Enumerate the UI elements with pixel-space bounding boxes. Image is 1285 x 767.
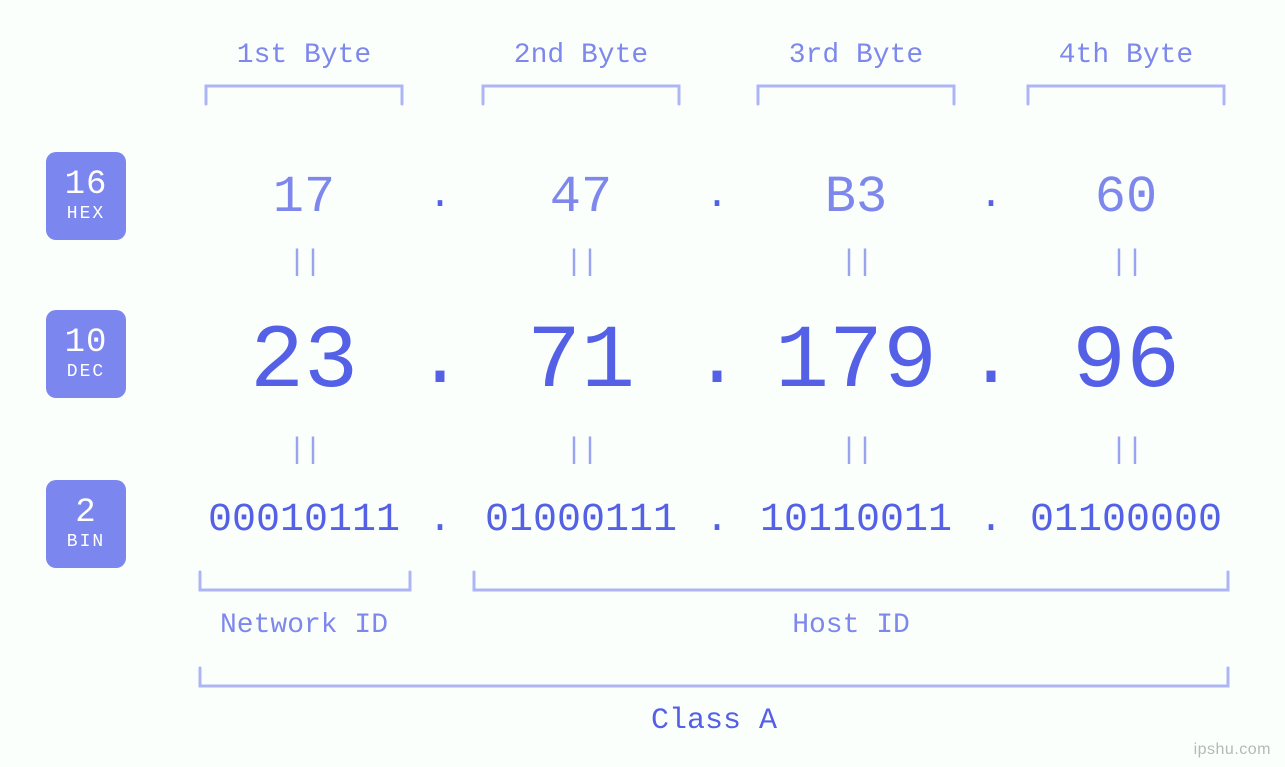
bin-byte-1: 00010111 [164, 498, 444, 543]
equals-top-3: || [826, 246, 886, 280]
bin-dot-3: . [961, 498, 1021, 543]
ip-class-label: Class A [594, 704, 834, 738]
bin-dot-1: . [410, 498, 470, 543]
badge-label: DEC [67, 363, 105, 382]
badge-number: 10 [65, 326, 108, 362]
hex-dot-3: . [961, 174, 1021, 219]
dec-dot-1: . [410, 318, 470, 406]
dec-dot-3: . [961, 318, 1021, 406]
watermark: ipshu.com [1194, 741, 1271, 759]
bin-byte-4: 01100000 [986, 498, 1266, 543]
equals-bottom-1: || [274, 434, 334, 468]
equals-top-1: || [274, 246, 334, 280]
equals-bottom-2: || [551, 434, 611, 468]
dec-dot-2: . [687, 318, 747, 406]
hex-byte-3: B3 [716, 168, 996, 227]
base-badge-bin: 2BIN [46, 480, 126, 568]
bin-byte-2: 01000111 [441, 498, 721, 543]
network-id-label: Network ID [144, 610, 464, 641]
bin-byte-3: 10110011 [716, 498, 996, 543]
dec-byte-2: 71 [441, 312, 721, 414]
equals-bottom-4: || [1096, 434, 1156, 468]
hex-dot-1: . [410, 174, 470, 219]
hex-byte-2: 47 [441, 168, 721, 227]
dec-byte-3: 179 [716, 312, 996, 414]
base-badge-hex: 16HEX [46, 152, 126, 240]
badge-number: 16 [65, 168, 108, 204]
bin-dot-2: . [687, 498, 747, 543]
dec-byte-4: 96 [986, 312, 1266, 414]
host-id-label: Host ID [691, 610, 1011, 641]
byte-header-4: 4th Byte [1006, 40, 1246, 71]
byte-header-1: 1st Byte [184, 40, 424, 71]
byte-header-3: 3rd Byte [736, 40, 976, 71]
badge-number: 2 [75, 496, 96, 532]
equals-top-2: || [551, 246, 611, 280]
badge-label: HEX [67, 205, 105, 224]
equals-top-4: || [1096, 246, 1156, 280]
byte-header-2: 2nd Byte [461, 40, 701, 71]
hex-byte-1: 17 [164, 168, 444, 227]
base-badge-dec: 10DEC [46, 310, 126, 398]
hex-dot-2: . [687, 174, 747, 219]
equals-bottom-3: || [826, 434, 886, 468]
hex-byte-4: 60 [986, 168, 1266, 227]
dec-byte-1: 23 [164, 312, 444, 414]
ip-bytes-diagram: 1st Byte 2nd Byte 3rd Byte 4th Byte 16HEX 10D… [0, 0, 1285, 767]
badge-label: BIN [67, 533, 105, 552]
